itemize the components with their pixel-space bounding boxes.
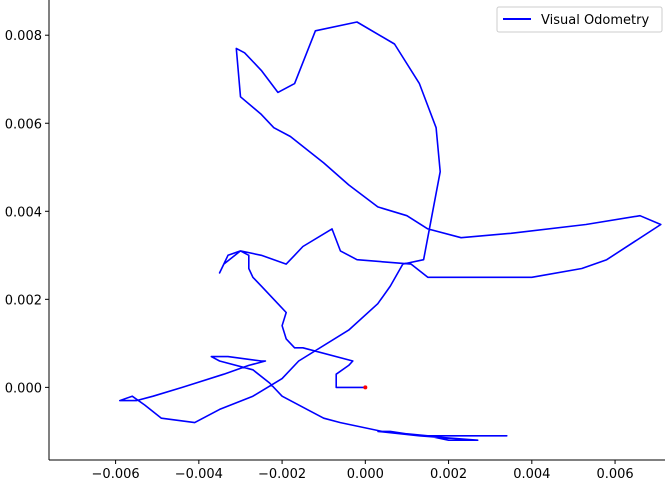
legend-label: Visual Odometry bbox=[541, 13, 649, 28]
y-tick-label: 0.002 bbox=[5, 293, 42, 308]
x-tick-label: −0.004 bbox=[175, 467, 223, 482]
y-tick-label: 0.004 bbox=[5, 205, 42, 220]
x-tick-label: 0.004 bbox=[513, 467, 550, 482]
y-tick-label: 0.000 bbox=[5, 381, 42, 396]
x-tick-label: 0.002 bbox=[430, 467, 467, 482]
legend: Visual Odometry bbox=[496, 6, 663, 33]
legend-box bbox=[496, 6, 663, 33]
x-tick-label: 0.000 bbox=[347, 467, 384, 482]
series-line-visual-odometry bbox=[119, 21, 662, 442]
x-tick-label: 0.006 bbox=[596, 467, 633, 482]
trajectory-layer bbox=[119, 21, 662, 442]
start-marker bbox=[363, 385, 368, 390]
y-tick-label: 0.006 bbox=[5, 117, 42, 132]
axes-layer: −0.006 −0.004 −0.002 0.000 0.002 0.004 0.006 0.… bbox=[5, 0, 665, 482]
x-tick-label: −0.002 bbox=[258, 467, 306, 482]
y-tick-label: 0.008 bbox=[5, 29, 42, 44]
x-tick-label: −0.006 bbox=[92, 467, 140, 482]
